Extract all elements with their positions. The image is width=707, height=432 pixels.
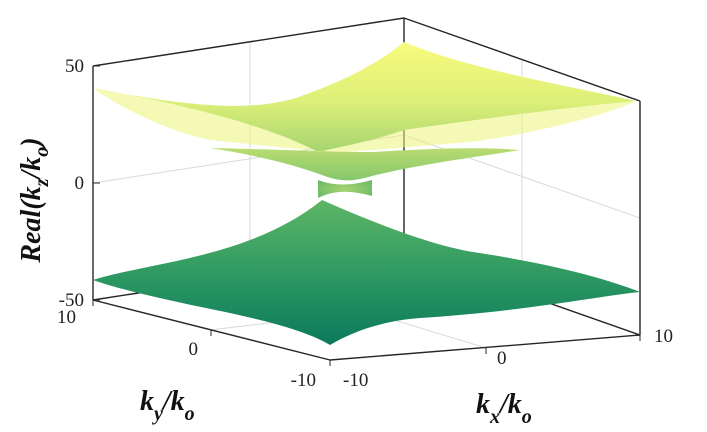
z-label-close: ): [16, 137, 47, 149]
z-tick-label: 50: [65, 56, 84, 77]
upper-surface: [93, 42, 636, 152]
y-label-sub2: o: [185, 403, 195, 425]
x-axis-label: kx/ko: [476, 389, 532, 428]
x-tick-label: 0: [497, 348, 507, 369]
z-label-sep: /k: [16, 157, 47, 181]
z-axis-ticks: 50 0 -50: [59, 56, 100, 311]
y-label-main: k: [140, 386, 154, 417]
y-label-sub: y: [152, 403, 163, 425]
x-axis-ticks: -10 0 10: [329, 326, 673, 391]
x-tick-label: 10: [654, 326, 673, 347]
surface-neck: [318, 180, 372, 198]
z-label-sub: z: [31, 178, 53, 187]
z-tick-label: 0: [75, 173, 85, 194]
y-tick-label: -10: [291, 370, 316, 391]
lower-surface: [93, 200, 640, 345]
upper-surface-underside: [210, 148, 520, 181]
y-axis-ticks: 10 0 -10: [57, 300, 331, 391]
x-tick-label: -10: [343, 370, 368, 391]
x-label-sep: /k: [498, 389, 522, 420]
y-tick-label: 10: [57, 307, 76, 328]
x-label-main: k: [476, 389, 490, 420]
y-axis-label: ky/ko: [140, 386, 195, 425]
z-label-sub2: o: [31, 147, 53, 157]
z-tick-label: -50: [59, 290, 84, 311]
y-label-sep: /k: [161, 386, 185, 417]
x-label-sub2: o: [522, 406, 532, 428]
y-tick-label: 0: [189, 339, 199, 360]
upper-surface-front: [93, 88, 636, 152]
z-label-main: Real(k: [16, 186, 47, 263]
x-label-sub: x: [489, 406, 500, 428]
z-axis-label: Real(kz/ko): [16, 137, 53, 263]
